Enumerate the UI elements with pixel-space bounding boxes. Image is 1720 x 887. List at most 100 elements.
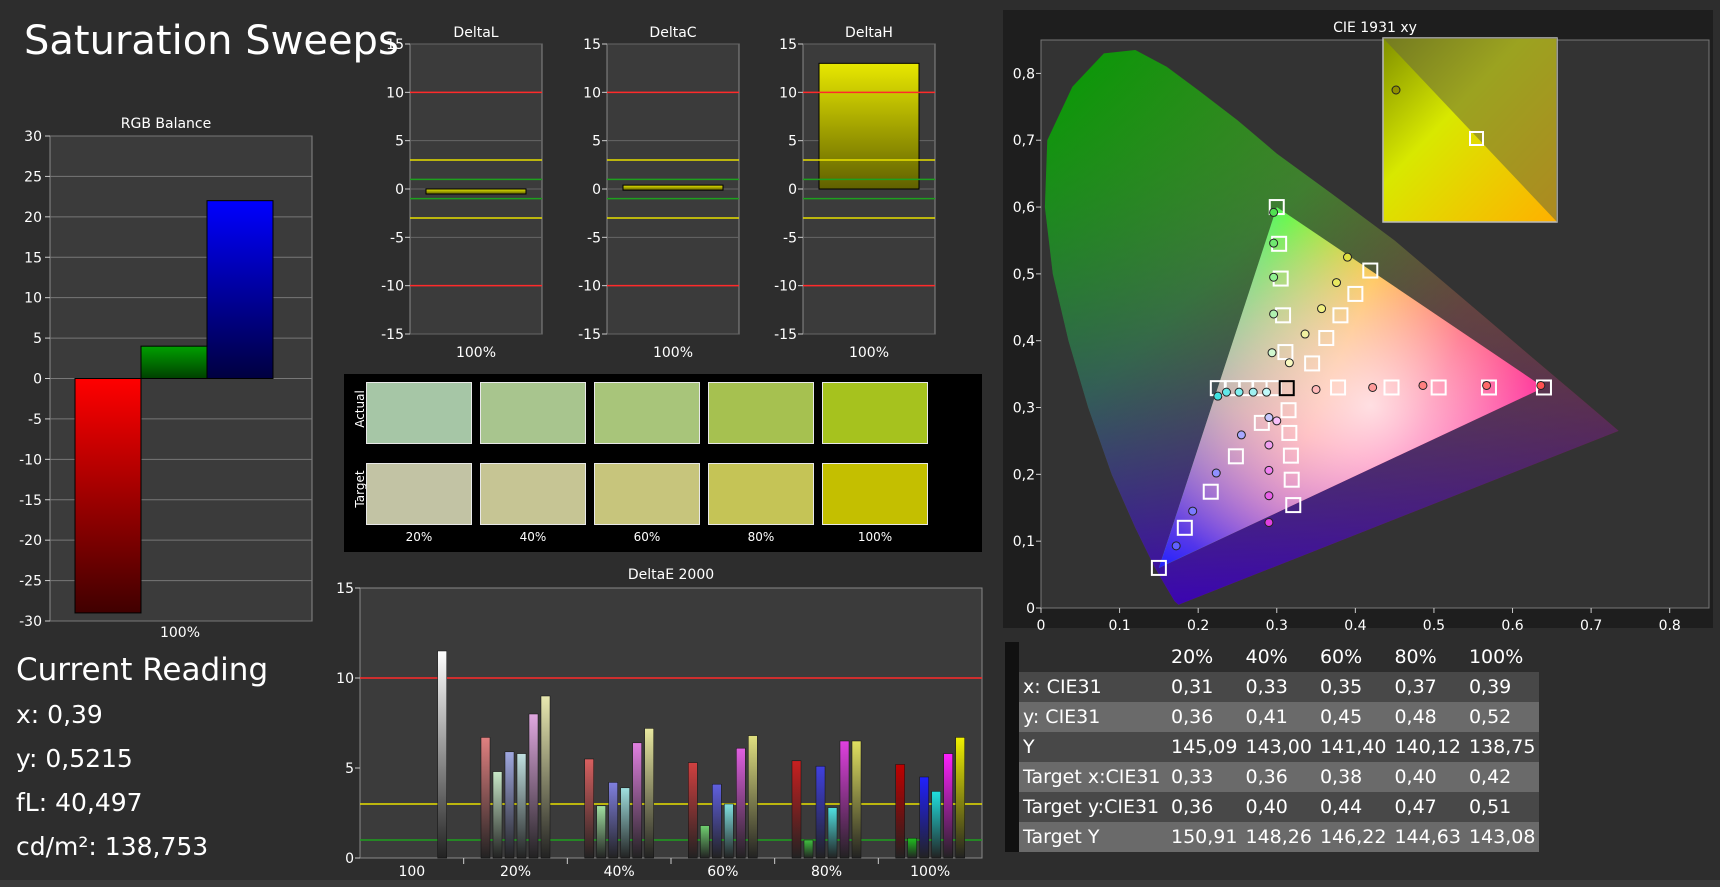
measured-point xyxy=(1236,430,1246,440)
measured-point xyxy=(1269,238,1279,248)
reading-cdm2: cd/m²: 138,753 xyxy=(16,832,209,861)
y-tick-label: 5 xyxy=(395,134,404,150)
table-cell: 150,91 xyxy=(1167,822,1242,852)
deltae-bar xyxy=(815,765,826,859)
target-marker xyxy=(1283,471,1300,488)
gamut-white xyxy=(1158,207,1544,568)
measured-point xyxy=(1264,413,1274,423)
deltae-bar xyxy=(907,837,917,859)
deltae-bar xyxy=(608,782,618,859)
measured-point xyxy=(1331,278,1341,288)
deltae-bar xyxy=(492,771,503,859)
target-marker xyxy=(1480,379,1497,396)
white-point-marker xyxy=(1278,380,1295,397)
table-row: Target Y 150,91 148,26 146,22 144,63 143,08 xyxy=(1005,822,1540,852)
target-marker xyxy=(1285,497,1302,514)
actual-swatch xyxy=(822,382,928,444)
reading-fl: fL: 40,497 xyxy=(16,788,143,817)
table-cell: 0,41 xyxy=(1241,702,1316,732)
x-tick-label: 0,4 xyxy=(1344,618,1366,630)
deltae-bar xyxy=(736,747,746,859)
x-tick-label: 0,6 xyxy=(1501,618,1523,630)
deltae-plot xyxy=(359,587,983,859)
y-tick-label: 0 xyxy=(395,182,404,198)
y-tick-label: 5 xyxy=(33,331,42,347)
y-tick-label: 0,5 xyxy=(1013,267,1035,283)
target-marker xyxy=(1281,424,1298,441)
delta-category: 100% xyxy=(653,345,693,361)
deltal-chart: DeltaL 15 10 5 0 -5 -10 -15 100% xyxy=(381,25,543,361)
swatch-label: 20% xyxy=(405,530,433,544)
target-marker xyxy=(1227,448,1244,465)
y-tick-label: 0 xyxy=(345,851,354,867)
y-tick-label: 10 xyxy=(24,291,42,307)
target-marker xyxy=(1347,285,1364,302)
y-tick-label: 0,1 xyxy=(1013,534,1035,550)
x-tick-label: 0,2 xyxy=(1187,618,1209,630)
measured-point xyxy=(1342,252,1352,262)
y-tick-label: -10 xyxy=(381,279,404,295)
measured-point xyxy=(1272,416,1282,426)
y-tick-label: 5 xyxy=(788,134,797,150)
table-row: y: CIE31 0,36 0,41 0,45 0,48 0,52 xyxy=(1005,702,1540,732)
table-cell: 148,26 xyxy=(1241,822,1316,852)
y-tick-label: -5 xyxy=(587,230,601,246)
deltae-bar xyxy=(748,735,758,859)
y-tick-label: 0,6 xyxy=(1013,200,1035,216)
zoom-measured-point xyxy=(1391,85,1401,95)
y-tick-label: -20 xyxy=(19,533,42,549)
zoom-inset-shade xyxy=(1383,38,1557,222)
y-tick-label: 0,7 xyxy=(1013,133,1035,149)
target-marker xyxy=(1253,414,1270,431)
deltae-bar xyxy=(895,764,905,859)
y-tick-label: 15 xyxy=(583,37,601,53)
table-cell: 0,33 xyxy=(1167,762,1242,792)
measured-point xyxy=(1418,380,1428,390)
y-tick-label: 10 xyxy=(386,85,404,101)
cie-title: CIE 1931 xy xyxy=(1333,20,1417,36)
table-cell: 0,33 xyxy=(1241,672,1316,702)
swatch-panel: Actual Target 20% 40% 60% 80% 100% xyxy=(344,374,982,552)
y-tick-label: 15 xyxy=(336,581,354,597)
x-tick-label: 0,8 xyxy=(1659,618,1681,630)
delta-bar xyxy=(425,188,527,195)
swatch-label: 80% xyxy=(747,530,775,544)
measured-point xyxy=(1264,440,1274,450)
y-tick-label: 0 xyxy=(1026,601,1035,617)
deltae-bar xyxy=(437,650,447,859)
measured-point xyxy=(1267,348,1277,358)
table-cell: 0,37 xyxy=(1390,672,1465,702)
target-swatch xyxy=(366,463,472,525)
actual-swatch xyxy=(708,382,814,444)
y-tick-label: -10 xyxy=(774,279,797,295)
x-tick-label: 100 xyxy=(398,864,425,880)
rgb-bar xyxy=(140,345,208,380)
delta-bar xyxy=(818,62,920,190)
measured-point xyxy=(1264,465,1274,475)
deltae-bar xyxy=(596,805,606,859)
table-cell: 0,40 xyxy=(1241,792,1316,822)
rgb-balance-title: RGB Balance xyxy=(121,116,211,132)
y-tick-label: 10 xyxy=(779,85,797,101)
deltae-bar xyxy=(516,753,527,859)
table-cell: 141,40 xyxy=(1315,732,1391,762)
delta-category: 100% xyxy=(456,345,496,361)
target-marker xyxy=(1282,447,1299,464)
measured-point xyxy=(1269,207,1279,217)
target-row-label: Target xyxy=(353,470,367,508)
deltae-bar xyxy=(620,787,630,859)
x-tick-label: 0 xyxy=(1037,618,1046,630)
table-cell: 0,36 xyxy=(1241,762,1316,792)
table-row: Target x:CIE31 0,33 0,36 0,38 0,40 0,42 xyxy=(1005,762,1540,792)
measured-point xyxy=(1300,329,1310,339)
x-tick-label: 40% xyxy=(604,864,635,880)
table-row: Y 145,09 143,00 141,40 140,12 138,75 xyxy=(1005,732,1540,762)
target-marker xyxy=(1277,344,1294,361)
rgb-balance-chart: RGB Balance 30 25 20 15 10 5 0 -5 -10 -15 -20 -25 -3… xyxy=(19,116,313,641)
table-cell: 0,38 xyxy=(1315,762,1391,792)
deltae-bar xyxy=(712,783,722,859)
measured-point xyxy=(1368,382,1378,392)
deltae-bar xyxy=(803,839,814,859)
deltae-bar xyxy=(540,695,551,859)
reading-y: y: 0,5215 xyxy=(16,744,133,773)
